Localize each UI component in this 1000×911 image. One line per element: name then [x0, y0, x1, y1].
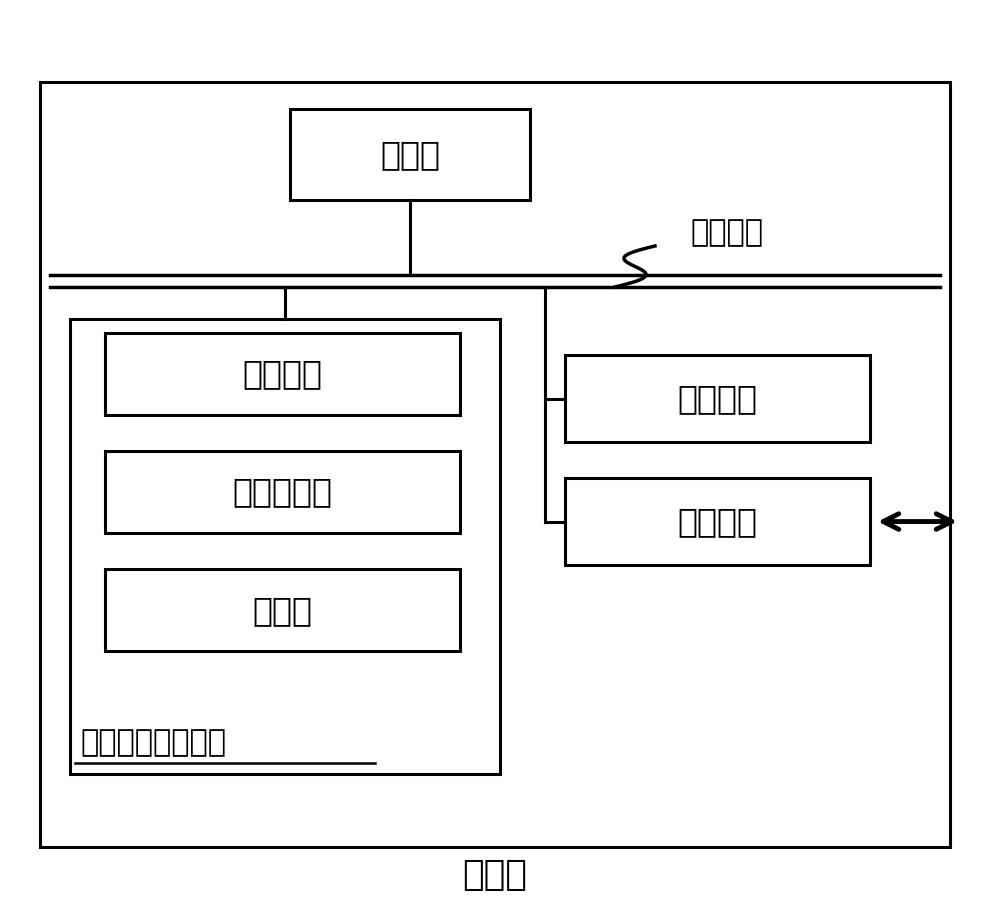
- Bar: [565, 478, 870, 565]
- Text: 服务器: 服务器: [463, 857, 527, 892]
- Bar: [40, 82, 950, 847]
- Text: 计算机程序: 计算机程序: [232, 476, 332, 508]
- Text: 处理器: 处理器: [380, 138, 440, 171]
- Bar: [565, 355, 870, 442]
- Bar: [105, 569, 460, 651]
- Bar: [105, 451, 460, 533]
- Text: 非易失性存储介质: 非易失性存储介质: [80, 728, 226, 757]
- Text: 操作系统: 操作系统: [242, 357, 322, 390]
- Bar: [290, 109, 530, 200]
- Bar: [105, 333, 460, 415]
- Text: 内存储器: 内存储器: [677, 382, 758, 415]
- Text: 数据库: 数据库: [252, 594, 312, 627]
- Text: 网络接口: 网络接口: [677, 505, 758, 538]
- Bar: [70, 319, 500, 774]
- Text: 系统总线: 系统总线: [690, 218, 763, 247]
